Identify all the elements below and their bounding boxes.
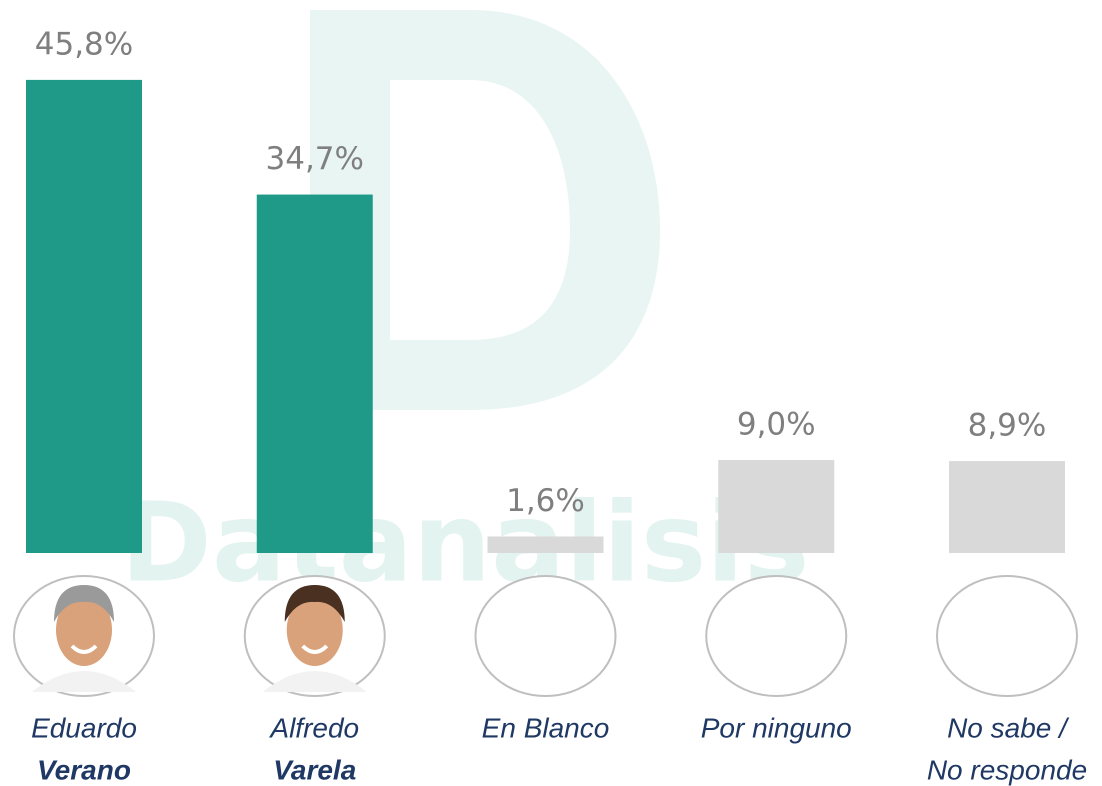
chart: Datanalisis 45,8% Eduardo Verano 34,7% Alfre… [0,0,1102,786]
bar [718,460,834,553]
value-label: 1,6% [506,483,585,519]
photo-frame [706,576,846,696]
category-label: Varela [273,754,356,785]
watermark-text: Datanalisis [121,478,810,606]
value-label: 9,0% [737,407,816,443]
value-label: 34,7% [266,141,364,177]
photo-frame [476,576,616,696]
category-label: No sabe / [947,712,1070,743]
bar [257,195,373,553]
category-label: Verano [37,754,131,785]
value-label: 8,9% [968,408,1047,444]
watermark: Datanalisis [121,10,810,606]
category-label: No responde [927,754,1087,785]
category-label: En Blanco [482,712,610,743]
photo-frame [937,576,1077,696]
category-label: Eduardo [31,712,137,743]
bar [949,461,1065,553]
category-label: Alfredo [268,712,359,743]
bar [488,536,604,553]
value-label: 45,8% [35,26,133,62]
bar [26,80,142,553]
category-label: Por ninguno [701,712,852,743]
